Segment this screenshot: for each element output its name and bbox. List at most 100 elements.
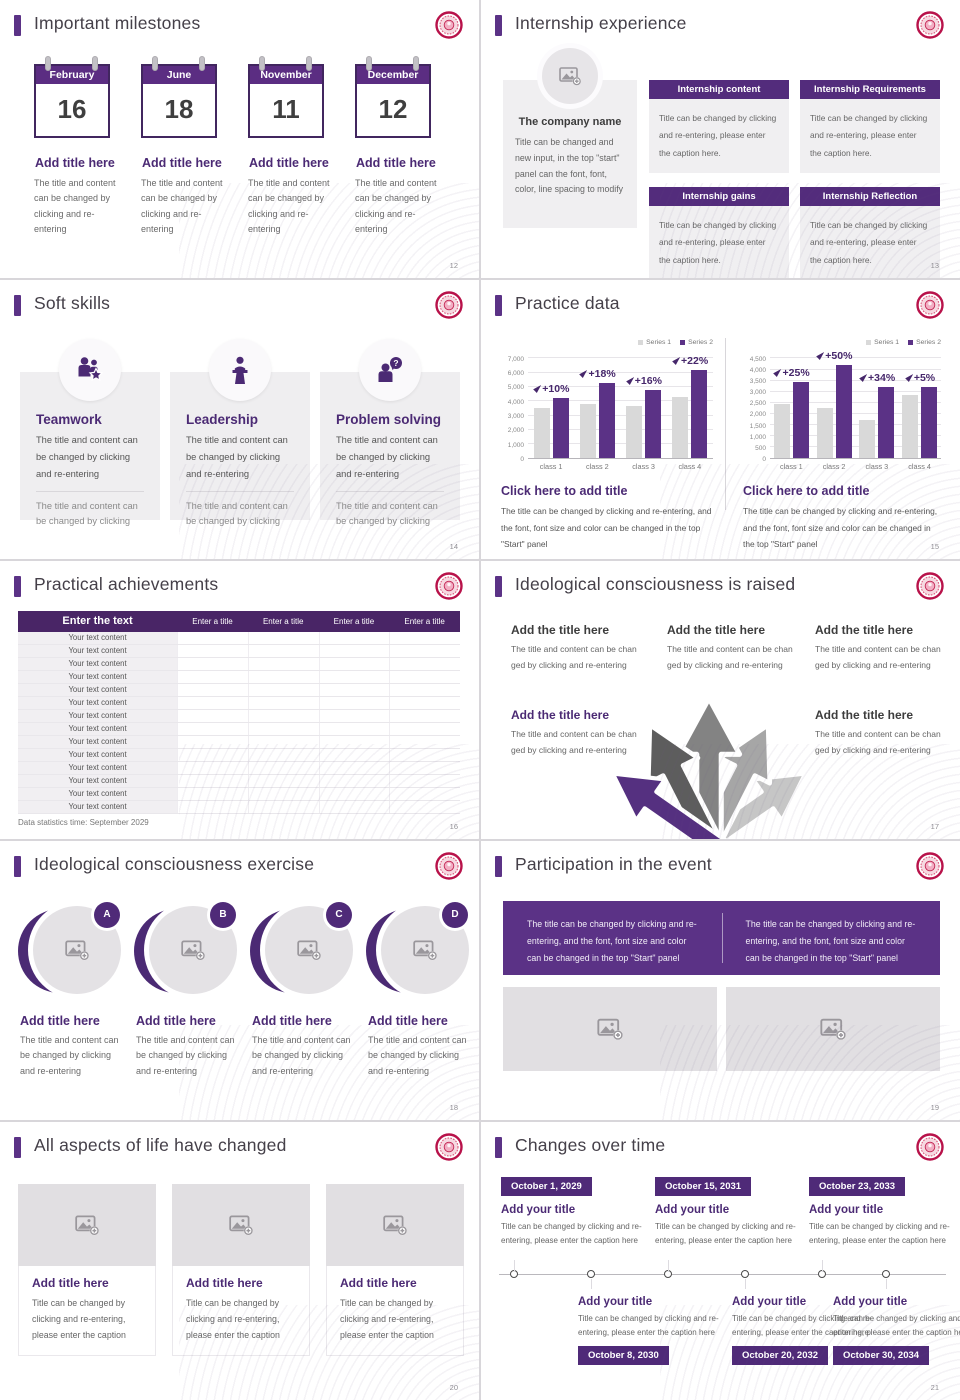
page-number: 21: [930, 1382, 939, 1392]
internship-box-caption: Title can be changed by clicking and re-…: [649, 99, 789, 173]
school-logo: [916, 1132, 944, 1161]
school-seal-logo: [435, 852, 463, 880]
banner-text-right: The title can be changed by clicking and…: [745, 919, 916, 964]
item-caption: The title and content can be changed by …: [141, 178, 223, 234]
item-caption: The title and content can be changed by …: [252, 1035, 351, 1076]
image-placeholder[interactable]: [18, 1183, 156, 1266]
growth-label: +18%: [577, 368, 616, 380]
calendar-day: 11: [272, 94, 300, 124]
item-title: Add title here: [252, 1014, 332, 1029]
table-row: Your text content: [18, 644, 460, 658]
school-seal-logo: [916, 1132, 944, 1161]
image-placeholder[interactable]: [542, 48, 598, 104]
table-row: Your text content: [18, 800, 460, 814]
image-placeholder-icon: [559, 67, 581, 86]
title-accent-bar: [495, 15, 502, 36]
calendar-ring-icon: [306, 56, 312, 71]
school-logo: [435, 291, 463, 320]
item-title: Add title here: [35, 156, 115, 170]
title-accent-bar: [495, 856, 502, 878]
bar-group: +34%: [856, 359, 899, 459]
calendar-ring-icon: [199, 56, 205, 71]
company-name: The company name: [518, 116, 622, 128]
timeline-event: October 1, 2029 Add your title Title can…: [501, 1176, 643, 1248]
event-title: Add your title: [655, 1203, 730, 1216]
card-title: Add title here: [340, 1275, 417, 1290]
calendar-icon: December 12: [355, 56, 433, 140]
school-seal-logo: [435, 291, 463, 320]
timeline-event: October 15, 2031 Add your title Title ca…: [655, 1176, 797, 1248]
skill-icon-circle: ?: [359, 339, 421, 402]
image-placeholder[interactable]: [326, 1183, 464, 1266]
slide-14-soft-skills[interactable]: Soft skills Teamwork The title and conte…: [0, 280, 479, 559]
timeline-node: [741, 1269, 749, 1278]
skill-caption-1: The title and content can be changed by …: [36, 432, 144, 492]
leadership-icon: [232, 357, 248, 385]
skill-card: Leadership The title and content can be …: [170, 339, 310, 526]
table-body: Your text content Your text content Your t…: [18, 631, 460, 814]
skill-caption-1: The title and content can be changed by …: [186, 432, 294, 492]
block-caption: The title and content can be chan ged by…: [511, 728, 637, 755]
title-accent-bar: [14, 575, 21, 597]
title-accent-bar: [14, 295, 21, 317]
page-number: 13: [930, 261, 939, 271]
internship-box-title: Internship Reflection: [800, 187, 940, 206]
table-row: Your text content: [18, 683, 460, 697]
skill-title: Teamwork: [36, 412, 102, 428]
chart-caption: The title can be changed by clicking and…: [501, 506, 712, 550]
school-seal-logo: [435, 11, 463, 39]
slide-17-ideological-consciousness-raised[interactable]: Ideological consciousness is raised Add …: [481, 560, 960, 840]
timeline-connector: [668, 1259, 669, 1272]
table-row: Your text content: [18, 774, 460, 788]
image-placeholder[interactable]: [172, 1183, 310, 1266]
legend-item: Series 2: [680, 339, 713, 346]
bar-group: +18%: [574, 359, 620, 459]
block-title: Add the title here: [511, 707, 610, 722]
ideology-text-block: Add the title here The title and content…: [511, 708, 645, 758]
internship-box: Internship content Title can be changed …: [649, 80, 789, 173]
skill-card: Teamwork The title and content can be ch…: [20, 339, 160, 526]
title-accent-bar: [495, 575, 502, 597]
slide-20-all-aspects-of-life-have-changed[interactable]: All aspects of life have changed Add tit…: [0, 1121, 479, 1400]
slide-13-internship-experience[interactable]: Internship experience The company name T…: [481, 0, 960, 279]
page-number: 17: [930, 822, 939, 832]
y-axis: 0 1,000 2,000 3,000 4,000 5,000 6,000 7,000: [507, 355, 524, 463]
event-caption: Title can be changed by clicking and re-…: [833, 1313, 960, 1337]
slide-16-practical-achievements[interactable]: Practical achievements Enter the text En…: [0, 560, 479, 840]
life-card: Add title here Title can be changed by c…: [172, 1183, 310, 1357]
internship-box-caption: Title can be changed by clicking and re-…: [800, 206, 940, 279]
table-footnote: Data statistics time: September 2029: [18, 818, 149, 828]
calendar-icon: February 16: [34, 56, 112, 140]
title-accent-bar: [14, 856, 21, 878]
slide-title: All aspects of life have changed: [34, 1134, 287, 1155]
image-placeholder[interactable]: [503, 987, 717, 1072]
skill-caption-2: The title and content can be changed by …: [186, 500, 288, 527]
plot-area: +25% +50% +34% +5%: [770, 350, 941, 460]
slide-15-practice-data[interactable]: Practice data Series 1 Series 2 0 1,000 2,00…: [481, 280, 960, 559]
card-title: Add title here: [32, 1275, 109, 1290]
growth-label: +22%: [670, 355, 708, 367]
slide-title: Participation in the event: [515, 854, 712, 875]
block-caption: The title and content can be chan ged by…: [815, 728, 941, 755]
letter-badge: A: [94, 902, 120, 929]
table-row: Your text content: [18, 787, 460, 801]
school-logo: [916, 11, 944, 39]
slide-19-participation-in-the-event[interactable]: Participation in the event The title can…: [481, 841, 960, 1120]
block-title: Add the title here: [815, 707, 914, 722]
letter-badge: D: [442, 902, 468, 929]
slide-12-important-milestones[interactable]: Important milestones February 16 Add tit…: [0, 0, 479, 279]
page-number: 12: [449, 261, 458, 271]
slide-21-changes-over-time[interactable]: Changes over time October 1, 2029 Add yo…: [481, 1121, 960, 1400]
milestone-item: February 16 Add title here The title and…: [34, 56, 122, 237]
image-placeholder-icon: [75, 1215, 99, 1235]
growth-label: +34%: [857, 372, 895, 385]
timeline-axis: [499, 1273, 946, 1275]
table-row: Your text content: [18, 709, 460, 723]
image-placeholder[interactable]: [726, 987, 940, 1072]
slide-title: Practice data: [515, 293, 620, 314]
item-caption: The title and content can be changed by …: [34, 178, 116, 234]
calendar-month: June: [143, 66, 215, 86]
internship-box-caption: Title can be changed by clicking and re-…: [649, 206, 789, 279]
slide-18-ideological-consciousness-exercise[interactable]: Ideological consciousness exercise A Add…: [0, 841, 479, 1120]
ideology-text-block: Add the title here The title and content…: [667, 623, 805, 673]
